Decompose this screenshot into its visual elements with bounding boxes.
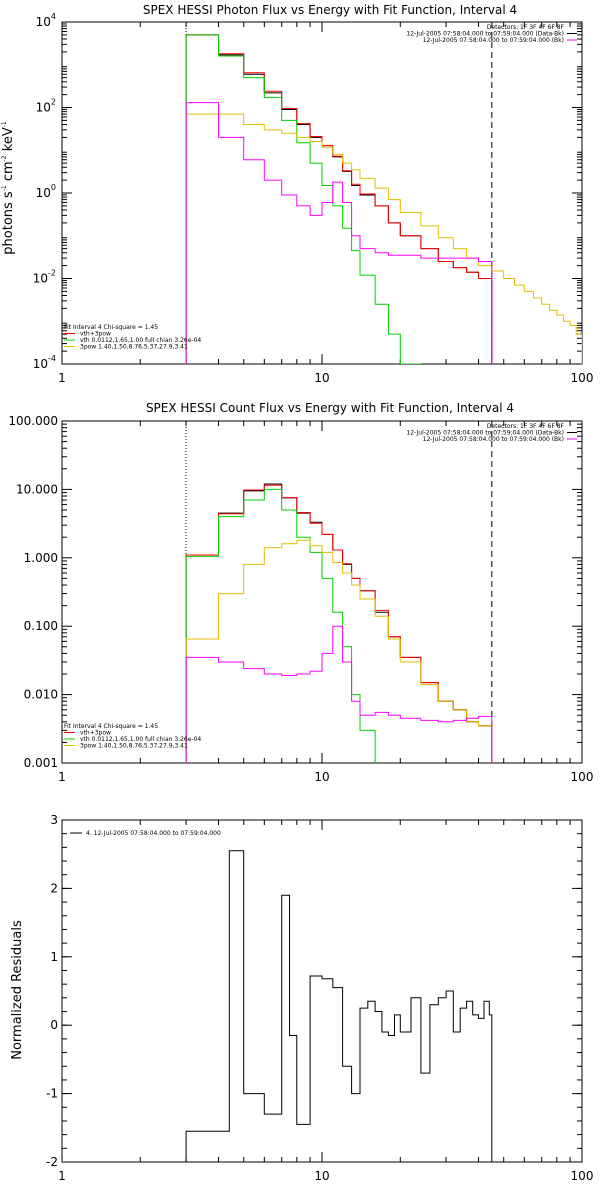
y-tick-exponent: 2 (51, 98, 56, 107)
y-tick-label: 100.000 (8, 414, 58, 428)
legend-bottom-left-entry: vth+3pow (80, 331, 111, 338)
series-group (185, 483, 493, 763)
legend-top-left-entry: 4. 12-Jul-2005 07:58:04.000 to 07:59:04.… (86, 830, 221, 837)
x-tick-label: 1 (58, 371, 66, 385)
x-tick-label: 10 (314, 1169, 329, 1183)
legend-bottom-left-entry: Fit Interval 4 Chi-square = 1.45 (64, 324, 158, 331)
series-line-vth (185, 34, 422, 364)
legend-bottom-left-entry: vth 0.0112,1.65,1.00 full chian 3.26e-04 (80, 337, 201, 344)
ylabel-part-1: -1 (1, 185, 8, 191)
legend-top-right-entry: 12-Jul-2005 07:58:04.000 to 07:59:04.000… (406, 31, 564, 38)
x-tick-label: 10 (314, 770, 329, 784)
y-tick-exponent: 0 (51, 183, 56, 192)
y-tick-label: 0.001 (24, 756, 58, 770)
series-group (185, 850, 493, 1162)
ylabel-part-3: -2 (1, 155, 8, 161)
series-line-bk (185, 102, 493, 364)
y-tick-label: 1.000 (24, 551, 58, 565)
photon-flux-panel: SPEX HESSI Photon Flux vs Energy with Fi… (1, 3, 593, 385)
ylabel-part-4: keV (1, 127, 16, 155)
x-tick-label: 100 (571, 1169, 594, 1183)
photon-flux-title: SPEX HESSI Photon Flux vs Energy with Fi… (143, 3, 517, 17)
count-flux-panel: SPEX HESSI Count Flux vs Energy with Fit… (8, 401, 593, 784)
series-group (185, 34, 582, 364)
y-tick-exponent: 4 (51, 12, 56, 21)
y-tick-exponent: -4 (48, 354, 56, 363)
x-tick-label: 100 (571, 371, 594, 385)
y-tick-base: 10 (36, 186, 51, 200)
y-tick-label: -2 (46, 1155, 58, 1169)
y-tick-label: 10.000 (16, 482, 58, 496)
series-line-3pow (185, 113, 582, 364)
x-tick-label: 10 (314, 371, 329, 385)
residuals-panel: Normalized Residuals 1 10 100 -2 -1 0 1 2 3 4. 12… (10, 813, 593, 1183)
legend-bottom-left-entry: vth 0.0112,1.65,1.00 full chian 3.26e-04 (80, 736, 201, 743)
ylabel-part-2: cm (1, 161, 16, 185)
x-tick-label: 100 (571, 770, 594, 784)
y-tick-label: -1 (46, 1087, 58, 1101)
y-tick-label: 10-4 (33, 354, 56, 371)
y-tick-label: 0.100 (24, 619, 58, 633)
y-tick-label: 2 (50, 881, 58, 895)
legend-top-right-entry: 12-Jul-2005 07:58:04.000 to 07:59:04.000… (423, 436, 564, 443)
y-tick-label: 100 (36, 183, 56, 200)
legend-bottom-left-entry: 3pow 1.40,1.50,8.76,5.37,27.9,3.41 (80, 344, 188, 351)
y-tick-label: 3 (50, 813, 58, 827)
y-tick-base: 10 (36, 15, 51, 29)
count-flux-title: SPEX HESSI Count Flux vs Energy with Fit… (146, 401, 514, 415)
legend-top-right-entry: Detectors: 1F 3F 4F 6F 8F (487, 24, 565, 31)
legend-top-right-entry: 12-Jul-2005 07:58:04.000 to 07:59:04.000… (423, 37, 564, 44)
y-tick-base: 10 (33, 272, 48, 286)
y-tick-label: 10-2 (33, 269, 56, 286)
legend-bottom-left-entry: Fit Interval 4 Chi-square = 1.45 (64, 723, 158, 730)
y-tick-base: 10 (36, 101, 51, 115)
x-tick-label: 1 (58, 1169, 66, 1183)
residuals-y-axis-label: Normalized Residuals (10, 920, 25, 1060)
photon-flux-y-axis-label: photons s-1 cm-2 keV-1 (1, 121, 16, 255)
y-tick-label: 1 (50, 950, 58, 964)
legend-bottom-left-entry: vth+3pow (80, 730, 111, 737)
ylabel-part-5: -1 (1, 121, 8, 127)
y-tick-exponent: -2 (48, 269, 56, 278)
y-tick-label: 102 (36, 98, 56, 115)
series-line-4-12-jul-2005-07-58-04-000-to-07-59-04-000 (185, 850, 493, 1162)
y-tick-label: 0.010 (24, 688, 58, 702)
legend-top-right-entry: 12-Jul-2005 07:58:04.000 to 07:59:04.000… (406, 430, 564, 437)
y-tick-label: 104 (36, 12, 56, 29)
x-tick-label: 1 (58, 770, 66, 784)
y-tick-label: 0 (50, 1018, 58, 1032)
series-line-bk (185, 625, 493, 763)
legend-top-right-entry: Detectors: 1F 3F 4F 6F 8F (487, 423, 565, 430)
ylabel-part-0: photons s (1, 191, 16, 255)
legend-bottom-left-entry: 3pow 1.40,1.50,8.76,5.37,27.9,3.41 (80, 743, 188, 750)
series-line-3pow (185, 539, 493, 763)
y-tick-base: 10 (33, 357, 48, 371)
